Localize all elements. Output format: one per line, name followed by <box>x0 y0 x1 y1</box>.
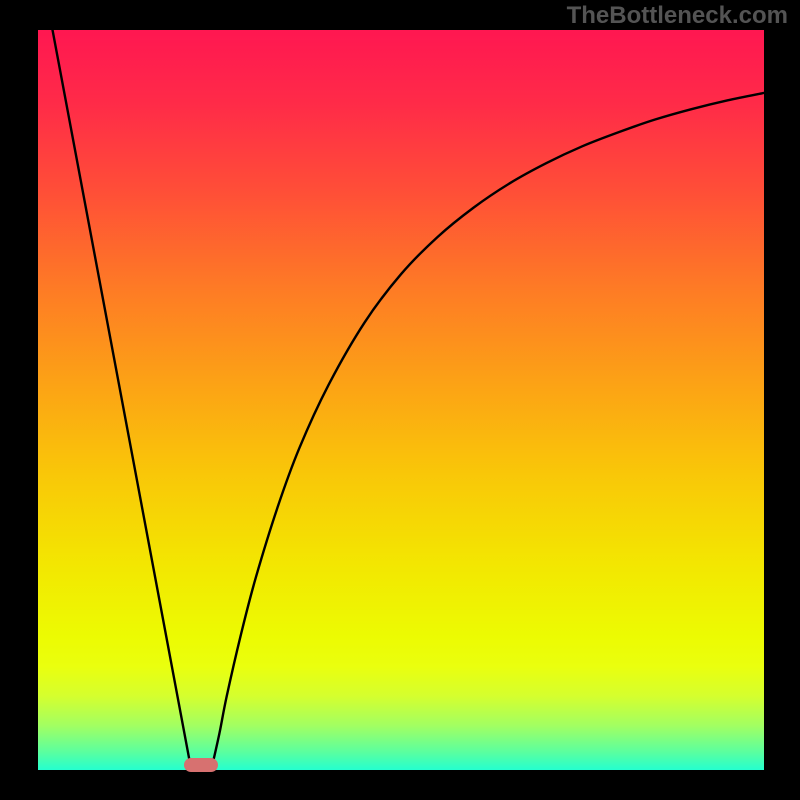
bottleneck-curve <box>38 30 764 770</box>
watermark-text: TheBottleneck.com <box>567 2 788 30</box>
optimum-marker <box>184 758 218 772</box>
chart-frame: TheBottleneck.com <box>0 0 800 800</box>
